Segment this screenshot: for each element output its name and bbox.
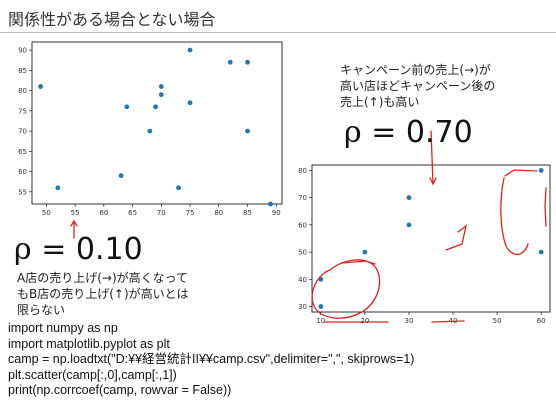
x-tick-label: 80 — [214, 209, 223, 217]
code-line: print(np.corrcoef(camp, rowvar = False)) — [8, 383, 232, 397]
data-point — [147, 128, 153, 134]
y-tick-label: 60 — [18, 168, 27, 176]
x-tick-label: 85 — [243, 209, 252, 217]
x-tick-label: 60 — [99, 209, 108, 217]
x-tick-label: 55 — [71, 209, 80, 217]
code-block: import numpy as np import matplotlib.pyp… — [8, 321, 414, 399]
y-tick-label: 80 — [298, 167, 307, 175]
y-tick-label: 70 — [18, 128, 27, 136]
x-tick-label: 20 — [360, 317, 369, 325]
x-tick-label: 60 — [537, 317, 546, 325]
data-point — [538, 168, 544, 173]
caption-right: キャンペーン前の売上(→)が 高い店ほどキャンペーン後の 売上(↑)も高い — [340, 62, 495, 110]
annotation-bracket-mid — [445, 224, 468, 251]
data-point — [268, 201, 273, 207]
annotation-arrow-left — [70, 219, 78, 239]
rho-value: 0.70 — [405, 115, 473, 150]
data-point — [176, 185, 181, 191]
y-tick-label: 30 — [298, 303, 307, 311]
data-point — [55, 185, 61, 191]
y-tick-label: 85 — [18, 67, 27, 75]
caption-line: もB店の売り上げ(↑)が高いとは — [17, 287, 189, 301]
code-line: plt.scatter(camp[:,0],camp[:,1]) — [8, 367, 177, 382]
data-point — [538, 249, 544, 255]
x-tick-label: 50 — [493, 317, 502, 325]
data-point — [158, 92, 164, 98]
x-tick-label: 65 — [128, 209, 137, 217]
y-tick-label: 60 — [298, 221, 307, 229]
plot-frame — [31, 41, 283, 205]
annotation-arrow-right — [429, 130, 437, 186]
rho-left: ρ = 0.10 — [14, 232, 143, 267]
rho-value: 0.10 — [75, 232, 143, 267]
x-tick-label: 30 — [405, 317, 414, 325]
data-point — [118, 173, 124, 179]
annotation-circle-left — [311, 259, 381, 319]
slide-title: 関係性がある場合とない場合 — [8, 10, 216, 29]
annotation-bracket-top — [504, 169, 538, 177]
plot-frame — [311, 164, 551, 313]
caption-line: 高い店ほどキャンペーン後の — [340, 79, 496, 93]
data-point — [124, 104, 130, 110]
rho-right: ρ = 0.70 — [344, 115, 473, 150]
data-point — [245, 128, 250, 134]
scatter-chart-left: 50 55 60 65 70 75 80 85 90 55 60 65 70 75 80 85 90 — [18, 41, 283, 217]
annotation-bracket-left — [341, 260, 376, 265]
x-tick-label: 90 — [272, 209, 281, 217]
data-point — [406, 222, 412, 228]
code-line: import numpy as np — [8, 321, 118, 335]
code-line: camp = np.loadtxt("D:¥¥経営統計II¥¥camp.csv"… — [8, 352, 415, 366]
data-point — [318, 304, 324, 309]
data-point — [227, 59, 233, 65]
y-tick-label: 80 — [18, 87, 27, 95]
rho-symbol: ρ — [14, 232, 32, 267]
data-point — [38, 84, 44, 89]
x-tick-label: 10 — [316, 317, 325, 325]
caption-line: A店の売り上げ(→)が高くなって — [17, 271, 189, 285]
data-point — [153, 104, 158, 110]
caption-line: 売上(↑)も高い — [340, 95, 420, 109]
data-point — [362, 249, 368, 255]
y-tick-label: 55 — [18, 188, 27, 196]
data-point — [245, 59, 250, 65]
data-point — [187, 100, 193, 106]
title-divider — [0, 32, 556, 33]
x-tick-label: 50 — [42, 209, 51, 217]
y-tick-label: 75 — [18, 107, 27, 115]
caption-line: キャンペーン前の売上(→)が — [340, 63, 491, 77]
rho-symbol: ρ — [344, 115, 362, 150]
x-tick-label: 75 — [186, 209, 195, 217]
data-point — [406, 195, 412, 201]
y-tick-label: 90 — [18, 47, 27, 55]
rho-equals: = — [371, 115, 397, 150]
y-tick-label: 65 — [18, 148, 27, 156]
data-point — [158, 84, 164, 89]
y-tick-label: 40 — [298, 276, 307, 284]
y-tick-label: 50 — [298, 249, 307, 257]
x-tick-label: 70 — [157, 209, 166, 217]
y-tick-label: 70 — [298, 194, 307, 202]
data-point — [187, 47, 193, 53]
code-line: import matplotlib.pyplot as plt — [8, 336, 170, 351]
annotation-curve-right — [500, 177, 529, 256]
annotation-underline-mid — [431, 320, 465, 323]
caption-line: 限らない — [17, 303, 66, 317]
annotation-line-right — [544, 187, 547, 227]
caption-left: A店の売り上げ(→)が高くなって もB店の売り上げ(↑)が高いとは 限らない — [17, 270, 189, 318]
rho-equals: = — [41, 232, 67, 267]
